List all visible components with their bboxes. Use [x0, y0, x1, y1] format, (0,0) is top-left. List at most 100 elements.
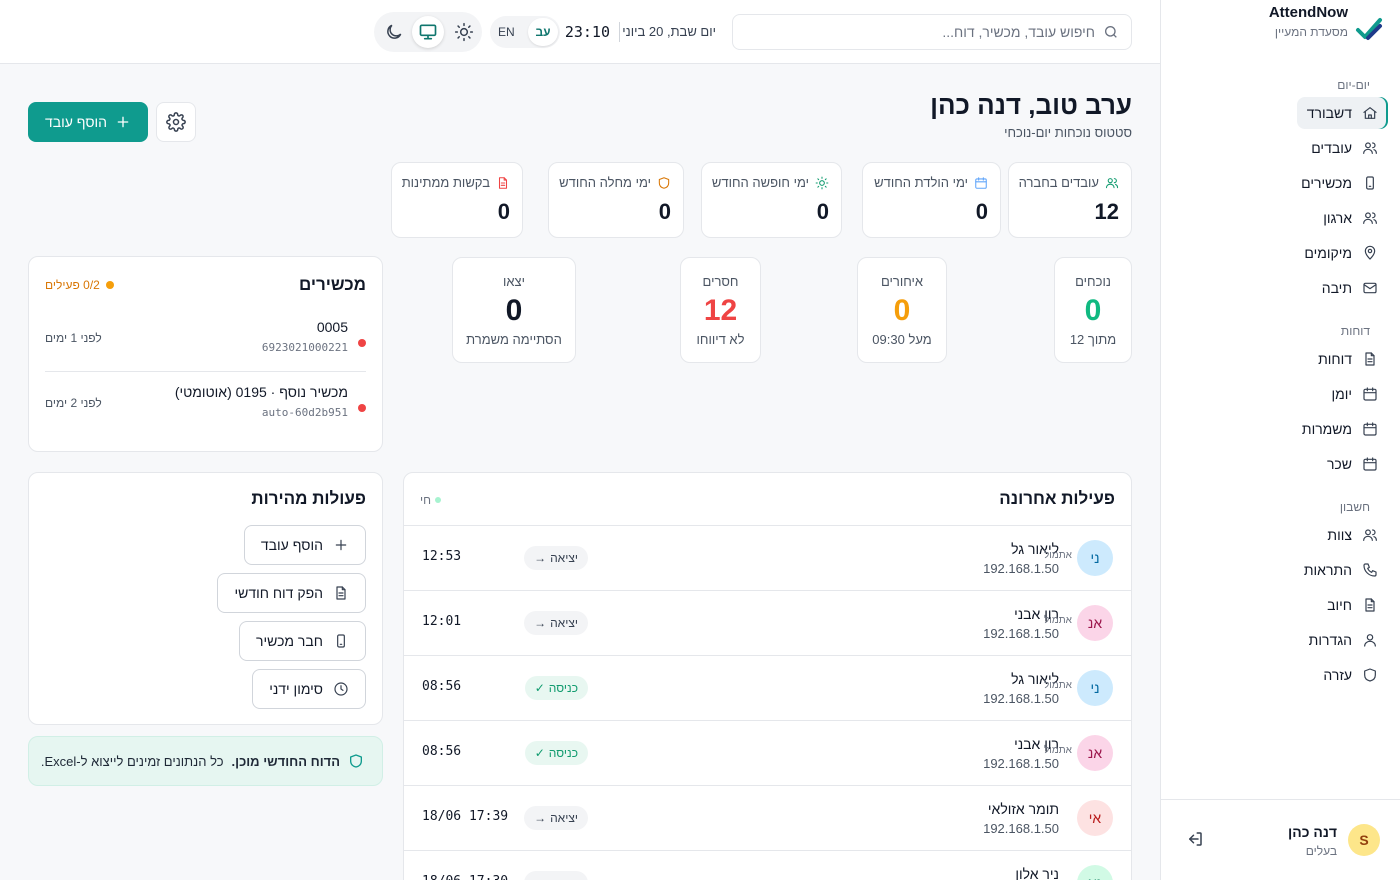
lang-hebrew-button[interactable]: עב: [528, 18, 558, 46]
avatar: ני: [1077, 670, 1113, 706]
avatar: אנ: [1077, 735, 1113, 771]
nav-section-title: דוחות: [1340, 324, 1370, 338]
brand[interactable]: [1354, 14, 1384, 44]
quick-action-button[interactable]: חבר מכשיר: [239, 621, 366, 661]
activity-row[interactable]: אי תומר אזולאי 192.168.1.50 יציאה → 17:39 18/…: [404, 785, 1131, 850]
device-icon: [337, 634, 345, 648]
activity-row[interactable]: ני ליאור גל 192.168.1.50 יציאה → אתמול 12:53: [404, 525, 1131, 590]
activity-row[interactable]: נא ניר אלון יציאה → 17:30 18/06: [404, 850, 1131, 880]
device-row[interactable]: מכשיר נוסף · 0195 (אוטומטי) auto-60d2b95…: [45, 384, 366, 448]
status-badge-label: כניסה: [548, 681, 578, 695]
stat-card[interactable]: ימי מחלה החודש 0: [548, 162, 684, 238]
sidebar-item[interactable]: משמרות: [1298, 413, 1388, 445]
sidebar-item[interactable]: מיקומים: [1298, 237, 1388, 269]
sidebar-item[interactable]: הגדרות: [1298, 624, 1388, 656]
shield-icon: [658, 176, 670, 189]
stat-label-text: ימי חופשה החודש: [711, 175, 809, 190]
theme-toggle[interactable]: [374, 12, 482, 52]
file-icon: [1365, 598, 1375, 612]
dark-theme-button[interactable]: [378, 16, 410, 48]
shield-icon: [1364, 668, 1376, 682]
sidebar-item[interactable]: צוות: [1298, 519, 1388, 551]
status-badge-label: יציאה: [550, 616, 578, 630]
nav-section-title: יום-יום: [1337, 78, 1370, 92]
attendance-value: 12: [703, 294, 738, 327]
light-theme-button[interactable]: [448, 16, 480, 48]
quick-actions-title: פעולות מהירות: [251, 489, 366, 508]
live-dot: [435, 497, 442, 503]
stat-card[interactable]: עובדים בחברה 12: [1008, 162, 1132, 238]
system-theme-button[interactable]: [412, 16, 444, 48]
sidebar-item[interactable]: ארגון: [1298, 202, 1388, 234]
attendance-sub: הסתיימה משמרת: [466, 332, 562, 347]
sidebar-item[interactable]: עזרה: [1298, 659, 1388, 691]
sidebar-item[interactable]: עובדים: [1298, 132, 1388, 164]
sidebar-item[interactable]: דשבורד: [1297, 97, 1388, 129]
live-label: חי: [420, 493, 432, 507]
status-badge: יציאה→: [524, 806, 588, 830]
sidebar-item-label: מיקומים: [1304, 245, 1352, 261]
sidebar-item[interactable]: התראות: [1298, 554, 1388, 586]
language-toggle[interactable]: עב EN: [490, 16, 560, 48]
sidebar-item-label: תיבה: [1321, 280, 1352, 296]
activity-row[interactable]: אנ רון אבני 192.168.1.50 יציאה → אתמול 12:01: [404, 590, 1131, 655]
current-date: יום שבת, 20 ביוני: [622, 24, 716, 39]
stat-card[interactable]: ימי הולדת החודש 0: [862, 162, 1001, 238]
attendance-card[interactable]: חסרים 12 לא דיווחו: [680, 257, 761, 363]
ip-address: 192.168.1.50: [983, 626, 1059, 641]
quick-action-button[interactable]: הוסף עובד: [243, 525, 366, 565]
status-badge: כניסה ✓: [524, 741, 588, 765]
search-box[interactable]: [732, 14, 1132, 50]
attendance-card[interactable]: יצאו 0 הסתיימה משמרת: [452, 257, 576, 363]
activity-title: פעילות אחרונה: [999, 489, 1115, 508]
sidebar-item-label: התראות: [1303, 562, 1352, 578]
activity-row[interactable]: ני ליאור גל 192.168.1.50 כניסה ✓ אתמול 08:56: [404, 655, 1131, 720]
sidebar-item[interactable]: שכר: [1298, 448, 1388, 480]
device-row[interactable]: 0005 6923021000221 לפני 1 ימים: [45, 319, 366, 383]
device-name: מכשיר נוסף · 0195 (אוטומטי): [174, 384, 348, 400]
calendar-icon: [1363, 457, 1377, 471]
mail-icon: [1363, 282, 1377, 294]
sidebar-item[interactable]: תיבה: [1298, 272, 1388, 304]
devices-active-count: 0/2 פעילים: [45, 278, 114, 292]
add-employee-label: הוסף עובד: [44, 114, 108, 130]
check-icon: ✓: [534, 681, 545, 695]
activity-row[interactable]: אנ רון אבני 192.168.1.50 כניסה ✓ אתמול 08:56: [404, 720, 1131, 785]
quick-action-button[interactable]: סימון ידני: [252, 669, 366, 709]
settings-button[interactable]: [156, 102, 196, 142]
stat-label: ימי חופשה החודש: [712, 175, 829, 190]
sidebar-item[interactable]: יומן: [1298, 378, 1388, 410]
stat-label-text: ימי מחלה החודש: [559, 175, 651, 190]
device-last-seen: לפני 2 ימים: [45, 396, 102, 410]
lang-english-button[interactable]: EN: [498, 25, 515, 39]
clock-icon: [334, 682, 348, 696]
sidebar-item[interactable]: דוחות: [1298, 343, 1388, 375]
quick-action-button[interactable]: הפק דוח חודשי: [217, 573, 366, 613]
brand-subtitle: מסעדת המעיין: [1274, 25, 1348, 39]
employee-name: רון אבני: [1014, 736, 1059, 752]
devices-active-label: 0/2 פעילים: [45, 278, 100, 292]
avatar[interactable]: S: [1348, 824, 1380, 856]
sidebar-item-label: משמרות: [1301, 421, 1352, 437]
page-title: ערב טוב, דנה כהן: [930, 90, 1132, 120]
sun-icon: [454, 22, 474, 42]
devices-card: מכשירים 0/2 פעילים 0005 6923021000221 לפ…: [28, 256, 383, 452]
device-name: 0005: [316, 319, 348, 335]
stat-card[interactable]: בקשות ממתינות 0: [391, 162, 523, 238]
add-employee-button[interactable]: הוסף עובד: [28, 102, 148, 142]
stat-label: עובדים בחברה: [1019, 175, 1119, 190]
logout-icon[interactable]: [1186, 830, 1204, 848]
activity-time: 08:56: [422, 744, 462, 759]
plus-icon: [335, 539, 347, 551]
sidebar-item[interactable]: חיוב: [1298, 589, 1388, 621]
employee-name: תומר אזולאי: [987, 801, 1059, 817]
sidebar-item-label: דשבורד: [1306, 105, 1352, 121]
attendance-card[interactable]: איחורים 0 מעל 09:30: [857, 257, 947, 363]
attendance-sub: מעל 09:30: [872, 332, 932, 347]
sidebar-item[interactable]: מכשירים: [1298, 167, 1388, 199]
sidebar-item-label: ארגון: [1323, 210, 1352, 226]
users-icon: [1363, 529, 1377, 541]
stat-card[interactable]: ימי חופשה החודש 0: [701, 162, 842, 238]
search-input[interactable]: [755, 24, 1095, 40]
attendance-card[interactable]: נוכחים 0 מתוך 12: [1054, 257, 1132, 363]
